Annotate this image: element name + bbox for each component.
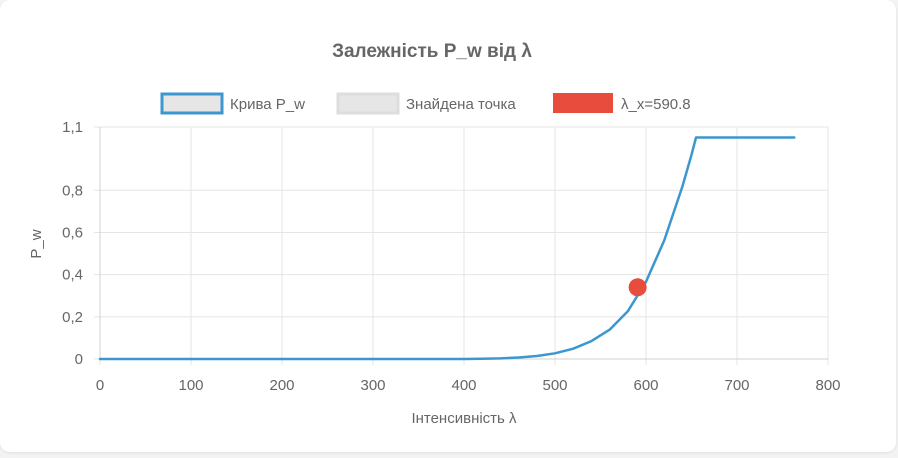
x-tick-label: 300 — [360, 377, 385, 394]
x-tick-label: 800 — [815, 377, 840, 394]
legend-swatch-lambda-x — [553, 93, 613, 113]
chart-title: Залежність P_w від λ — [332, 41, 532, 62]
y-axis-title: P_w — [28, 229, 45, 258]
legend-label-found-point: Знайдена точка — [406, 96, 516, 113]
y-tick-label: 0,2 — [62, 309, 83, 326]
legend-label-lambda-x: λ_x=590.8 — [621, 96, 691, 113]
found-point-marker[interactable] — [628, 278, 647, 297]
x-tick-label: 100 — [178, 377, 203, 394]
y-axis-ticks: 0 0,2 0,4 0,6 0,8 1,1 — [62, 119, 83, 368]
series-layer — [98, 136, 796, 361]
x-tick-label: 600 — [633, 377, 658, 394]
y-tick-label: 0,6 — [62, 224, 83, 241]
y-tick-label: 0 — [75, 351, 83, 368]
legend-swatch-found-point — [336, 92, 400, 115]
y-tick-label: 0,4 — [62, 267, 83, 284]
x-tick-label: 700 — [724, 377, 749, 394]
x-axis-title: Інтенсивність λ — [411, 410, 517, 427]
x-tick-label: 200 — [269, 377, 294, 394]
grid — [94, 126, 829, 365]
x-tick-label: 400 — [451, 377, 476, 394]
legend-swatch-curve — [160, 92, 224, 115]
legend-item-curve[interactable]: Крива P_w — [160, 92, 305, 115]
x-tick-label: 0 — [96, 377, 104, 394]
x-axis-ticks: 0 100 200 300 400 500 600 700 800 — [96, 377, 841, 394]
x-tick-label: 500 — [542, 377, 567, 394]
series-line-curve — [98, 136, 796, 361]
y-tick-label: 1,1 — [62, 119, 83, 136]
legend-item-lambda-x[interactable]: λ_x=590.8 — [553, 93, 691, 113]
legend-item-found-point[interactable]: Знайдена точка — [336, 92, 516, 115]
legend: Крива P_w Знайдена точка λ_x=590.8 — [160, 92, 691, 115]
y-tick-label: 0,8 — [62, 182, 83, 199]
legend-label-curve: Крива P_w — [230, 96, 305, 113]
